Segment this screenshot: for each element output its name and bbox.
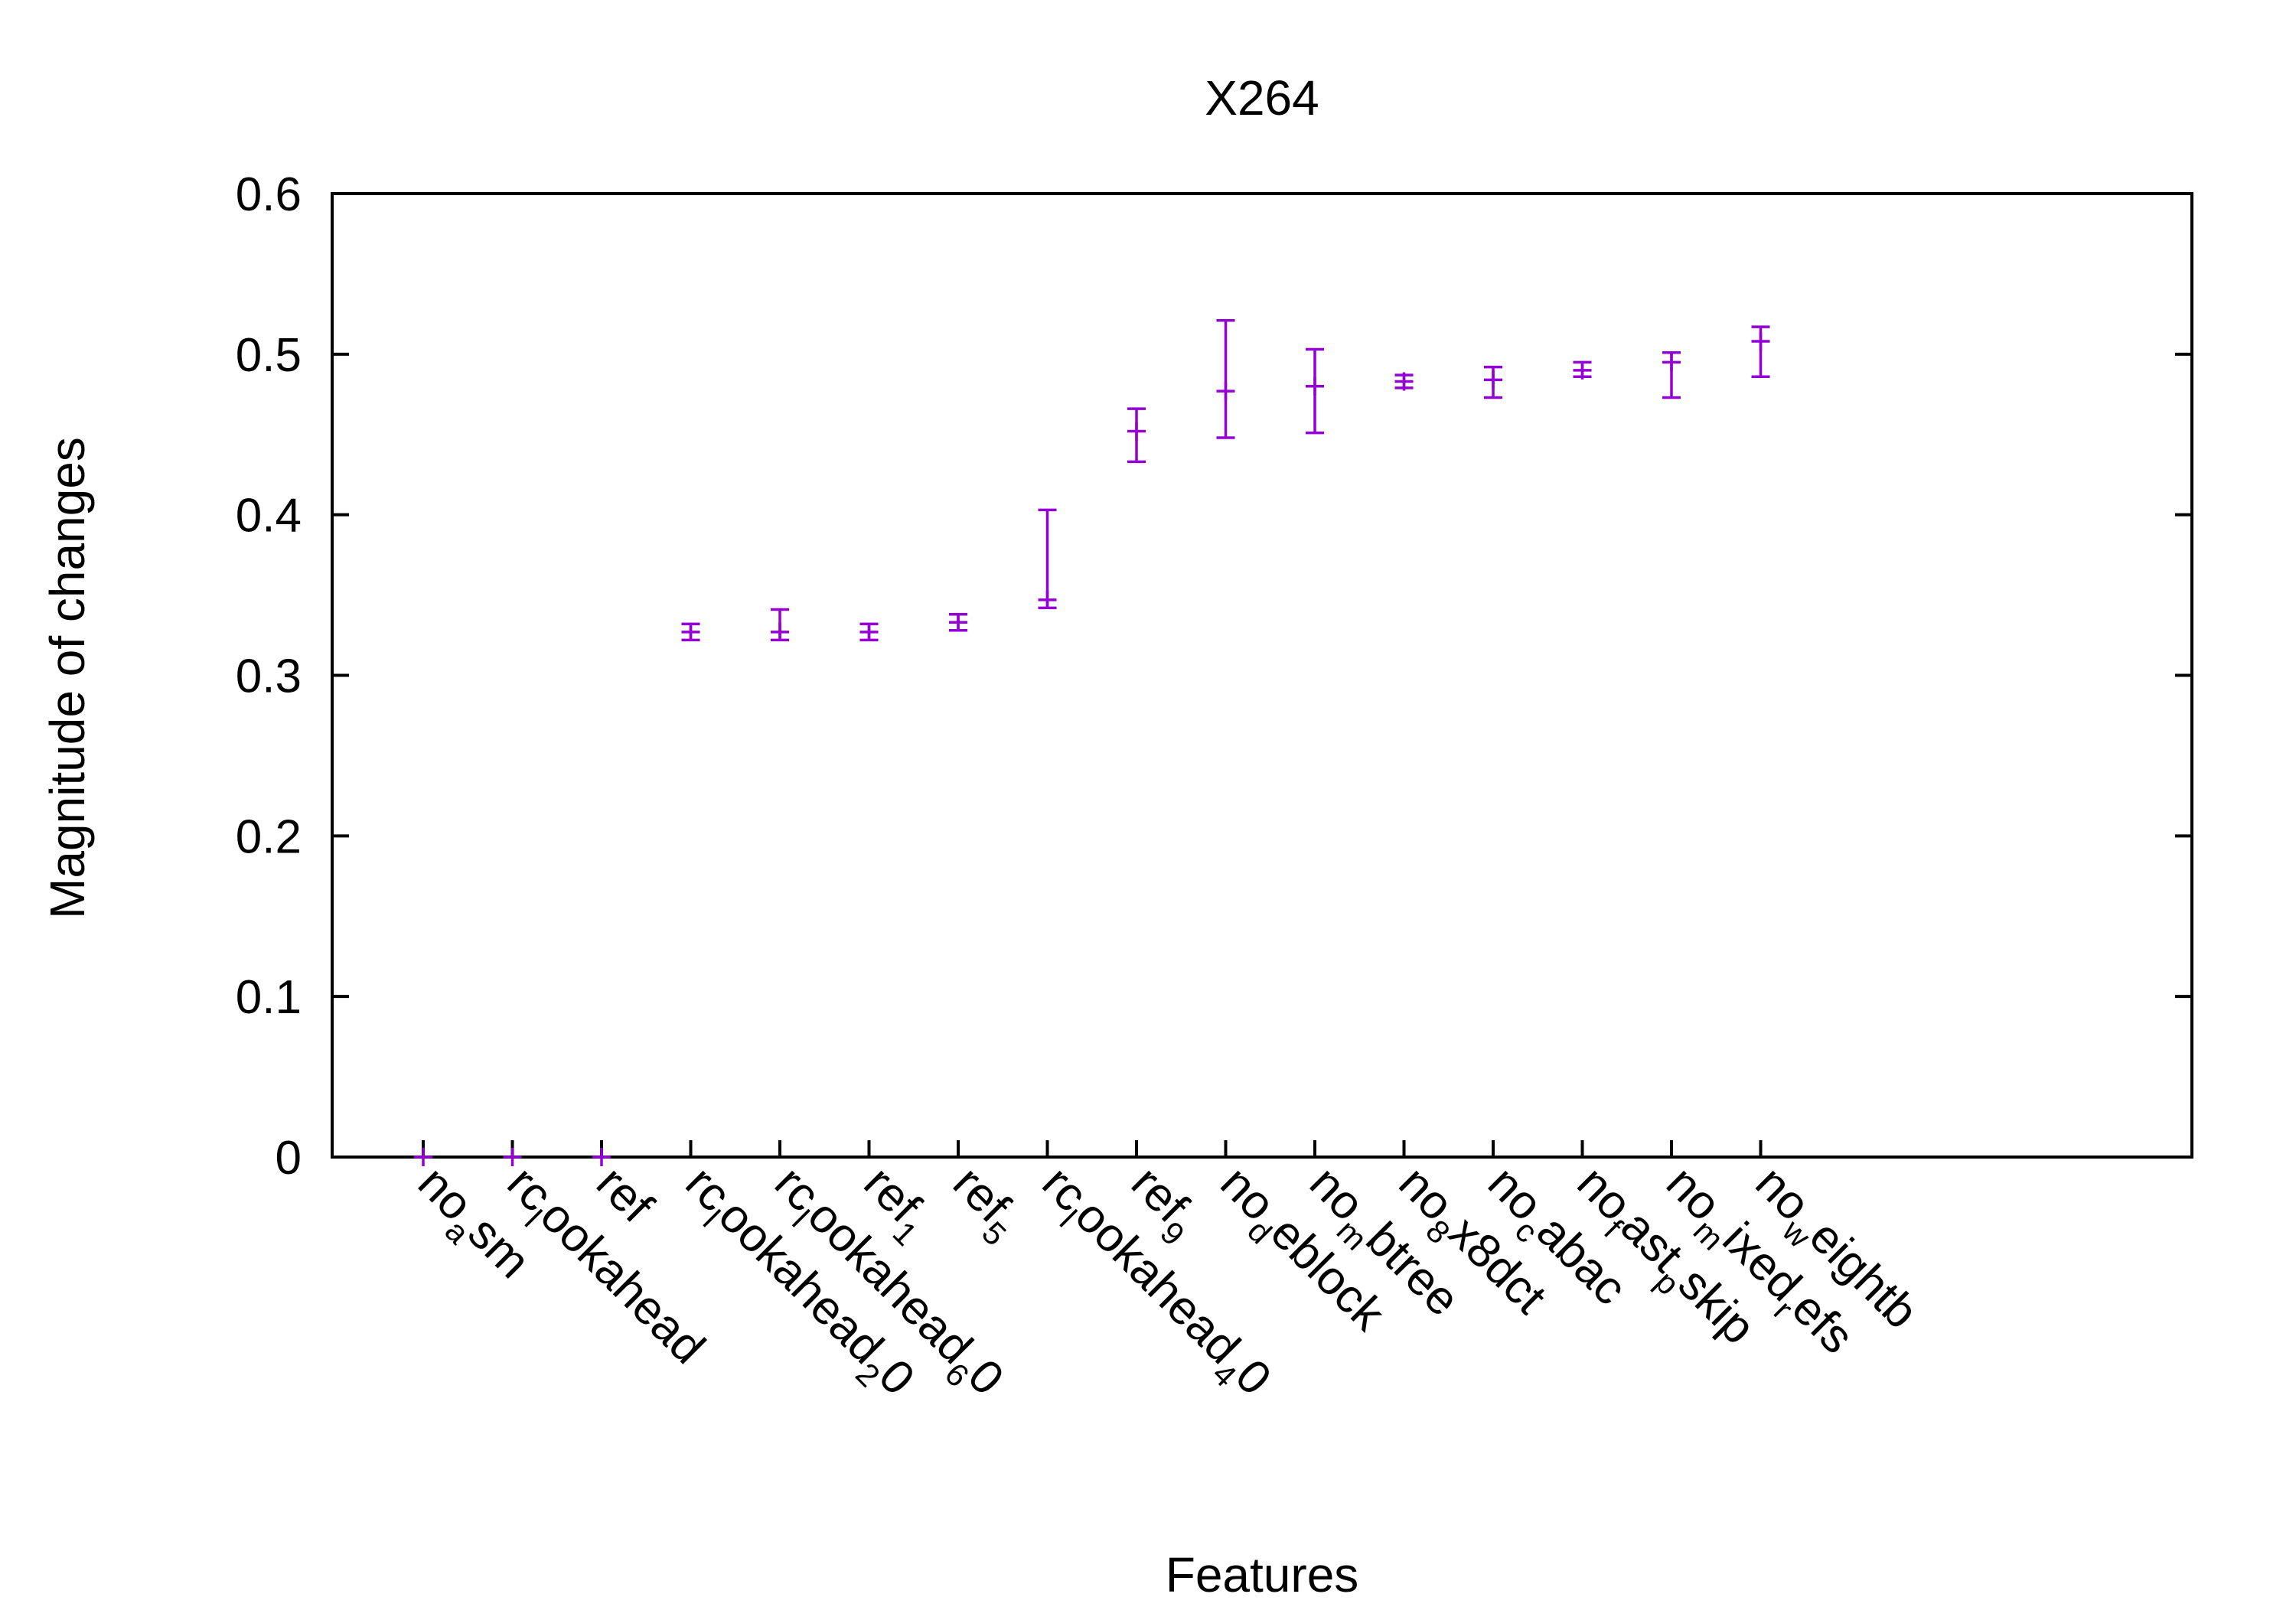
data-point-group [1306, 347, 1324, 435]
x-tick-label: ref5 [936, 1156, 1032, 1253]
data-point-group [592, 1148, 611, 1166]
data-point-group [1484, 365, 1502, 399]
y-tick-label: 0.2 [236, 810, 302, 863]
plot-frame [331, 192, 2193, 1159]
data-point-group [681, 622, 700, 642]
y-tick-label: 0.3 [236, 650, 302, 703]
x-tick-text: eblock [1261, 1206, 1395, 1341]
x-axis-label: Features [1166, 1547, 1359, 1602]
y-tick-label: 0.6 [236, 168, 302, 221]
data-point-group [503, 1148, 522, 1166]
data-point-group [1216, 319, 1235, 439]
data-point-group [1662, 350, 1681, 399]
data-point-group [414, 1148, 432, 1166]
y-axis: 0 0.1 0.2 0.3 0.4 0.5 0.6 [236, 168, 2192, 1185]
data-point-group [1394, 372, 1414, 391]
y-tick-label: 0 [276, 1132, 302, 1185]
x-tick-label-text: ref5 [936, 1156, 1032, 1253]
data-point-group [771, 608, 789, 642]
data-point-group [949, 613, 967, 632]
y-tick-label: 0.4 [236, 490, 302, 543]
data-series [414, 319, 1770, 1166]
data-point-group [1127, 407, 1146, 464]
data-point-group [1573, 360, 1592, 380]
chart-title: X264 [1205, 70, 1319, 125]
data-point-group [1751, 325, 1770, 378]
data-point-group [859, 622, 879, 642]
y-axis-label: Magnitude of changes [40, 437, 95, 919]
data-point-group [1038, 508, 1057, 610]
y-tick-label: 0.1 [236, 971, 302, 1024]
y-tick-label: 0.5 [236, 329, 302, 382]
